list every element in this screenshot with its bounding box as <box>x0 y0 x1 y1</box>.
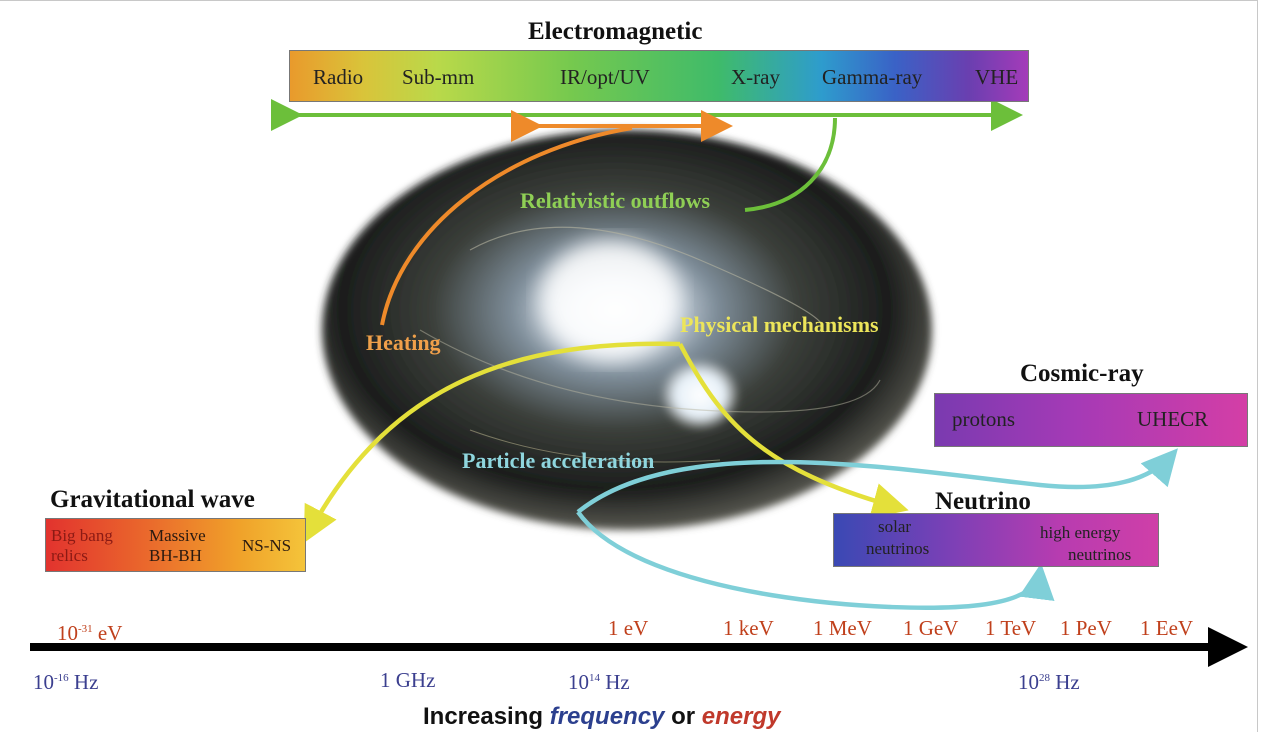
cosmic-ray-title: Cosmic-ray <box>1020 360 1144 387</box>
energy-tick-1e-31-ev: 10-31 eV <box>57 621 123 645</box>
cosmic-ray-band <box>934 393 1248 447</box>
gw-band <box>45 518 306 572</box>
axis-title-prefix: Increasing <box>423 703 544 730</box>
axis-title-frequency: frequency <box>549 703 665 730</box>
gw-title: Gravitational wave <box>50 486 255 513</box>
mechanism-arrow-neutrino <box>678 342 909 519</box>
em-band-xray: X-ray <box>731 65 780 89</box>
freq-tick-1e14-hz: 1014 Hz <box>568 670 630 694</box>
label-physical-mechanisms: Physical mechanisms <box>680 312 879 337</box>
gw-bigbang-line1: Big bang <box>51 526 113 545</box>
axis-title-or: or <box>671 703 696 730</box>
label-relativistic-outflows: Relativistic outflows <box>520 188 711 213</box>
energy-tick-1gev: 1 GeV <box>903 616 959 640</box>
freq-tick-1e-16-hz: 10-16 Hz <box>33 670 99 694</box>
energy-tick-1eev: 1 EeV <box>1140 616 1194 640</box>
gw-nsns: NS-NS <box>242 536 292 555</box>
freq-tick-1e28-hz: 1028 Hz <box>1018 670 1080 694</box>
em-band-vhe: VHE <box>975 65 1019 89</box>
energy-tick-1mev: 1 MeV <box>813 616 872 640</box>
em-band-submm: Sub-mm <box>402 65 475 89</box>
em-band-gamma: Gamma-ray <box>822 65 923 89</box>
gw-bigbang-line2: relics <box>51 546 88 565</box>
cosmic-image <box>322 130 932 530</box>
energy-tick-1pev: 1 PeV <box>1060 616 1112 640</box>
em-band <box>289 50 1029 102</box>
neutrino-high-line2: neutrinos <box>1068 545 1132 564</box>
neutrino-solar-line2: neutrinos <box>866 539 930 558</box>
gw-bhbh-line1: Massive <box>149 526 206 545</box>
cosmic-ray-protons: protons <box>952 407 1015 431</box>
cosmic-ray-uhecr: UHECR <box>1137 407 1209 431</box>
label-heating: Heating <box>366 330 441 355</box>
axis-title-energy: energy <box>701 703 781 730</box>
label-particle-acceleration: Particle acceleration <box>462 448 655 473</box>
energy-tick-1ev: 1 eV <box>608 616 649 640</box>
em-title: Electromagnetic <box>528 18 703 45</box>
acceleration-arrow-nu <box>576 510 1055 610</box>
relativistic-curve <box>744 117 837 212</box>
gw-bhbh-line2: BH-BH <box>149 546 202 565</box>
axis-title: Increasing frequency or energy <box>423 703 780 731</box>
energy-tick-1kev: 1 keV <box>723 616 774 640</box>
neutrino-solar-line1: solar <box>878 517 912 536</box>
em-band-radio: Radio <box>313 65 364 89</box>
neutrino-title: Neutrino <box>935 488 1031 515</box>
energy-tick-1tev: 1 TeV <box>985 616 1037 640</box>
neutrino-band <box>833 513 1159 567</box>
neutrino-high-line1: high energy <box>1040 523 1121 542</box>
em-band-ir-opt-uv: IR/opt/UV <box>560 65 650 89</box>
acceleration-arrow-cr <box>576 448 1178 514</box>
freq-tick-1ghz: 1 GHz <box>380 668 436 692</box>
mechanism-arrow-gw <box>303 341 681 543</box>
heating-curve <box>380 126 633 326</box>
